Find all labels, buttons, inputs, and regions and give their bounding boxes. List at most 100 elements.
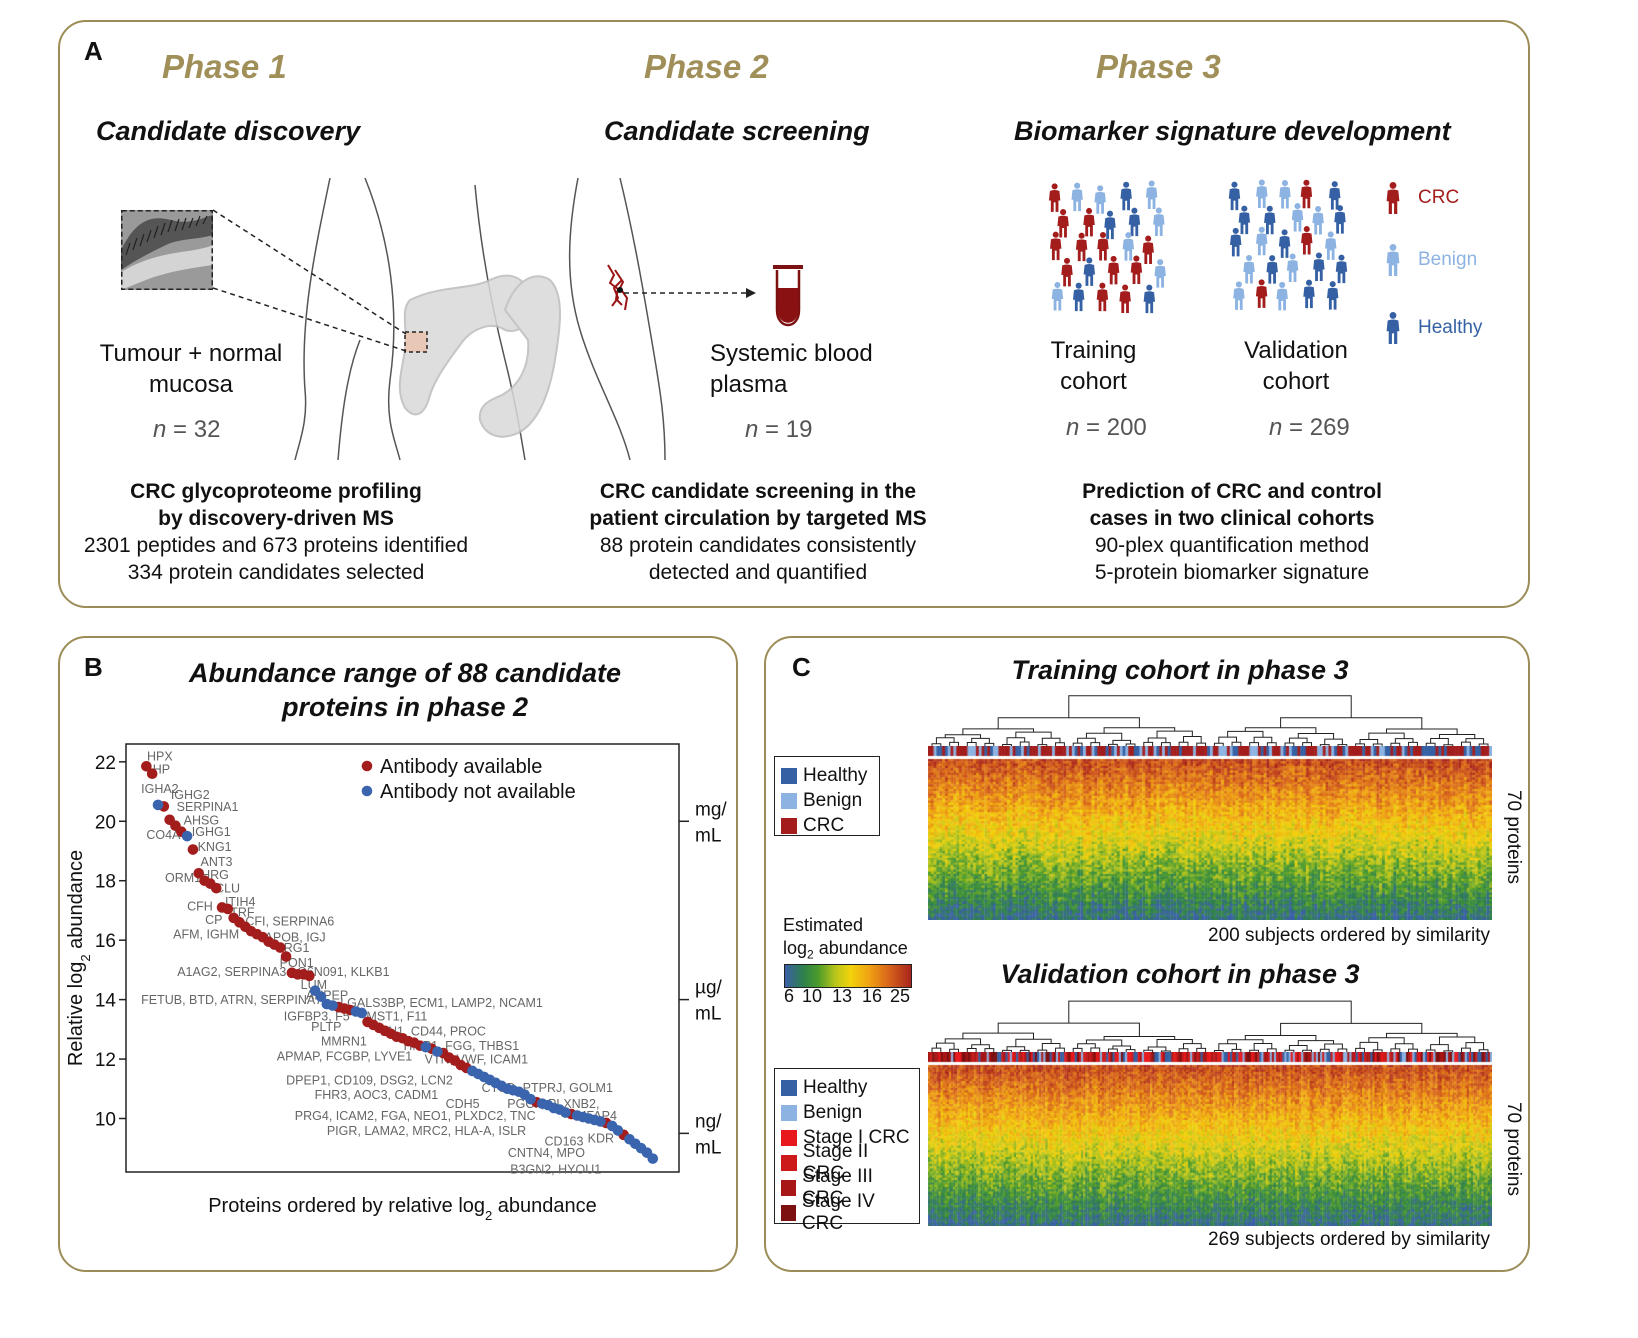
person-icon: [1256, 226, 1268, 256]
protein-label: CD163: [545, 1134, 584, 1148]
swatch: [781, 1204, 796, 1221]
phase-1-sample-label: Tumour + normal mucosa: [86, 338, 296, 400]
phase-1-desc-2: 334 protein candidates selected: [127, 561, 425, 584]
panel-c: [764, 636, 1530, 1272]
data-point: [612, 1125, 624, 1136]
person-icon: [1291, 203, 1304, 232]
person-icon: [1301, 226, 1313, 255]
person-icon: [1145, 180, 1158, 209]
phase-1-subtitle: Candidate discovery: [96, 116, 361, 146]
dendrogram-branch: [1249, 742, 1260, 748]
dendrogram-branch: [1085, 1039, 1123, 1047]
dendrogram-branch: [1231, 741, 1242, 748]
n-symbol: n: [1269, 414, 1283, 441]
person-icon: [1233, 281, 1245, 310]
dendrogram-branch: [944, 734, 982, 739]
dendrogram-branch: [1280, 717, 1423, 729]
protein-label: CNTN4, MPO: [508, 1146, 585, 1160]
training-heatmap: [928, 746, 1492, 920]
legend-benign: Benign: [781, 788, 873, 813]
phase-2-sample-line-2: plasma: [710, 371, 788, 398]
person-icon: [1122, 232, 1135, 261]
panel-b-title-line-1: Abundance range of 88 candidate: [188, 658, 622, 688]
data-point: [420, 1041, 432, 1053]
data-point: [193, 867, 205, 879]
panel-b: [58, 636, 738, 1272]
validation-cohort-people-icons: [1228, 179, 1348, 311]
n-symbol: n: [153, 416, 167, 443]
swatch: [781, 817, 797, 834]
swatch: [781, 1129, 797, 1146]
protein-label: CP: [205, 913, 222, 927]
protein-label: LUM: [301, 978, 327, 992]
person-icon: [1278, 229, 1291, 258]
person-icon: [1153, 207, 1165, 237]
legend-label: Healthy: [803, 764, 868, 786]
people-legend-benign-label: Benign: [1418, 249, 1478, 270]
dendrogram-branch: [1461, 741, 1471, 748]
swatch: [781, 767, 797, 784]
data-point: [210, 882, 222, 894]
data-point: [595, 1116, 606, 1127]
person-icon: [1329, 181, 1341, 210]
legend-marker: [361, 785, 373, 797]
histology-inset-image: [121, 210, 213, 290]
colorbar-abundance: abundance: [813, 938, 908, 958]
training-cohort-label: Training cohort: [1036, 335, 1151, 397]
dendrogram-branch: [1227, 730, 1264, 738]
dendrogram-branch: [1068, 1000, 1352, 1024]
y-tick-label: 20: [95, 812, 116, 833]
person-icon: [1386, 182, 1400, 214]
panel-c-letter: C: [792, 652, 811, 682]
dendrogram-branch: [1218, 736, 1237, 744]
dendrogram-branch: [935, 737, 955, 744]
data-point: [356, 1007, 368, 1019]
legend-healthy: Healthy: [781, 1075, 913, 1100]
dendrogram-branch: [1006, 1046, 1026, 1051]
phase-2-title: Phase 2: [644, 48, 769, 85]
dendrogram-branch: [1218, 1043, 1237, 1051]
protein-label: Q6N091, KLKB1: [297, 965, 389, 979]
dendrogram-branch: [1006, 737, 1026, 745]
person-icon: [1142, 235, 1154, 265]
person-icon: [1050, 231, 1062, 261]
phase-2-desc-1: 88 protein candidates consistently: [599, 534, 917, 557]
unit-label: mg/: [695, 799, 727, 820]
dendrogram-branch: [1112, 739, 1132, 745]
person-icon: [1279, 180, 1291, 209]
dendrogram-branch: [1072, 742, 1083, 748]
unit-label: mL: [695, 1137, 721, 1158]
dendrogram-branch: [966, 742, 977, 748]
legend-label: Stage II CRC: [802, 1140, 869, 1184]
colorbar-tick: 13: [832, 986, 853, 1006]
phase-2-sample-label: Systemic blood plasma: [710, 338, 873, 400]
protein-label: CO4A: [146, 828, 181, 842]
phase-2-desc-2: detected and quantified: [648, 561, 868, 584]
dendrogram-branch: [1324, 1043, 1343, 1050]
swatch: [781, 1079, 797, 1096]
panel-a: [58, 20, 1530, 608]
dendrogram-branch: [1324, 738, 1343, 745]
dendrogram-branch: [1244, 727, 1317, 734]
phase-2-subtitle: Candidate screening: [604, 116, 870, 146]
colorbar-log: log: [783, 938, 808, 958]
dendrogram-branch: [1090, 742, 1101, 748]
dendrogram-branch: [1147, 1046, 1167, 1051]
person-icon: [1276, 281, 1288, 311]
dendrogram-branch: [1160, 742, 1171, 748]
dendrogram-branch: [1408, 1048, 1418, 1054]
person-icon: [1386, 244, 1400, 276]
protein-label: AFM, IGHM: [173, 928, 239, 942]
legend-stage-3: Stage III CRC: [781, 1166, 913, 1209]
colorbar-tick: 6: [784, 986, 795, 1006]
person-icon: [1083, 207, 1095, 237]
unit-label: µg/: [695, 978, 723, 999]
dendrogram-branch: [962, 1032, 1034, 1040]
panel-a-letter: A: [84, 36, 103, 66]
n-value: 19: [785, 416, 813, 443]
legend-stage-2: Stage II CRC: [781, 1141, 913, 1184]
person-icon: [1071, 182, 1083, 212]
phase-3-desc-2: 5-protein biomarker signature: [1094, 561, 1370, 584]
n-symbol: n: [745, 416, 759, 443]
person-icon: [1107, 255, 1120, 285]
